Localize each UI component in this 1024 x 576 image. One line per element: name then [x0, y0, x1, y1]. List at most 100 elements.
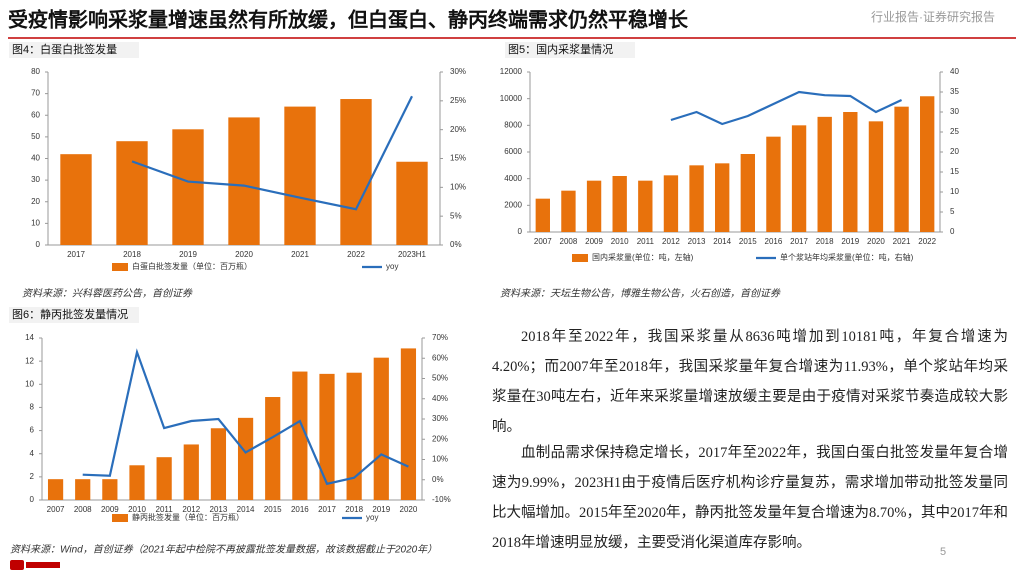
y2-tick-label: 0 [950, 227, 955, 236]
x-tick-label: 2020 [235, 250, 253, 259]
paragraph: 2018年至2022年，我国采浆量从8636吨增加到10181吨，年复合增速为4… [492, 329, 1008, 435]
x-tick-label: 2015 [739, 237, 757, 246]
chart-title: 图4：白蛋白批签发量 [12, 42, 117, 56]
bar [228, 117, 260, 245]
x-tick-label: 2018 [816, 237, 834, 246]
y2-tick-label: 5 [950, 207, 955, 216]
y2-tick-label: 5% [450, 211, 462, 220]
x-tick-label: 2009 [585, 237, 603, 246]
x-tick-label: 2010 [128, 505, 146, 514]
legend-swatch [112, 263, 128, 271]
y-tick-label: 70 [31, 89, 40, 98]
y-tick-label: 14 [25, 333, 34, 342]
x-tick-label: 2011 [156, 505, 174, 514]
slide-title: 受疫情影响采浆量增速虽然有所放缓，但白蛋白、静丙终端需求仍然平稳增长 [8, 7, 689, 31]
line [82, 348, 409, 486]
bar [689, 165, 704, 232]
chart-title-bg [9, 42, 139, 58]
y2-tick-label: 20 [950, 147, 959, 156]
y2-tick-label: 10% [432, 455, 448, 464]
y-tick-label: 6000 [504, 147, 522, 156]
bar [346, 372, 362, 500]
bar [817, 116, 832, 232]
line [131, 95, 413, 211]
bar [237, 417, 254, 500]
x-tick-label: 2011 [637, 237, 655, 246]
y2-tick-label: 15 [950, 167, 959, 176]
y-tick-label: 6 [30, 426, 35, 435]
y-tick-label: 50 [31, 132, 40, 141]
bar [612, 176, 627, 232]
x-tick-label: 2022 [918, 237, 936, 246]
bar [638, 180, 653, 232]
y2-tick-label: 25 [950, 127, 959, 136]
y2-tick-label: 50% [432, 374, 448, 383]
legend-label: yoy [366, 513, 378, 522]
y-tick-label: 60 [31, 110, 40, 119]
bar [400, 348, 417, 500]
bar [843, 112, 858, 232]
y-tick-label: 10000 [500, 94, 523, 103]
y-tick-label: 4 [30, 449, 35, 458]
report-tag: 行业报告·证券研究报告 [871, 9, 995, 24]
bar [319, 373, 335, 500]
bar [75, 479, 91, 500]
bar [116, 141, 148, 245]
bar [920, 96, 935, 233]
x-tick-label: 2008 [560, 237, 578, 246]
y2-tick-label: 0% [450, 240, 462, 249]
chart-title-bg [9, 307, 139, 323]
bar [715, 163, 730, 232]
y2-tick-label: -10% [432, 495, 451, 504]
y2-tick-label: 20% [450, 125, 466, 134]
legend-swatch [572, 254, 588, 262]
y-tick-label: 0 [518, 227, 523, 236]
x-tick-label: 2017 [790, 237, 808, 246]
legend-label: yoy [386, 262, 398, 271]
bar [172, 129, 204, 245]
y-tick-label: 10 [25, 379, 34, 388]
bar [894, 106, 909, 232]
x-tick-label: 2022 [347, 250, 365, 259]
chart-title: 图5：国内采浆量情况 [508, 42, 613, 56]
x-tick-label: 2008 [74, 505, 92, 514]
bar [47, 479, 64, 500]
bar [791, 125, 807, 232]
bar [183, 444, 199, 500]
y-tick-label: 8000 [504, 120, 522, 129]
bar [60, 154, 92, 245]
y2-tick-label: 10% [450, 182, 466, 191]
y2-tick-label: 30% [450, 67, 466, 76]
x-tick-label: 2020 [867, 237, 885, 246]
bar [210, 428, 227, 500]
bar [663, 175, 679, 232]
paragraph: 血制品需求保持稳定增长，2017年至2022年，我国白蛋白批签发量年复合增速为9… [492, 445, 1008, 551]
x-tick-label: 2017 [318, 505, 336, 514]
y2-tick-label: 30% [432, 414, 448, 423]
y2-tick-label: 60% [432, 353, 448, 362]
x-tick-label: 2019 [179, 250, 197, 259]
y2-tick-label: 35 [950, 87, 959, 96]
x-tick-label: 2020 [400, 505, 418, 514]
bar [102, 479, 118, 500]
x-tick-label: 2012 [662, 237, 680, 246]
x-tick-label: 2012 [182, 505, 200, 514]
y2-tick-label: 25% [450, 96, 466, 105]
y-tick-label: 20 [31, 197, 40, 206]
legend-label: 单个浆站年均采浆量(单位：吨，右轴) [780, 252, 914, 262]
logo-mark [26, 562, 60, 568]
y-tick-label: 2000 [504, 200, 522, 209]
y-tick-label: 4000 [504, 174, 522, 183]
bar [284, 106, 316, 245]
bar [373, 357, 389, 500]
y-tick-label: 12000 [500, 67, 523, 76]
y-tick-label: 2 [30, 472, 35, 481]
x-tick-label: 2018 [123, 250, 141, 259]
bar [868, 121, 884, 232]
bar [396, 161, 428, 245]
chart-title-bg [505, 42, 635, 58]
bar [740, 154, 755, 232]
bar [156, 457, 172, 500]
y2-tick-label: 15% [450, 154, 466, 163]
